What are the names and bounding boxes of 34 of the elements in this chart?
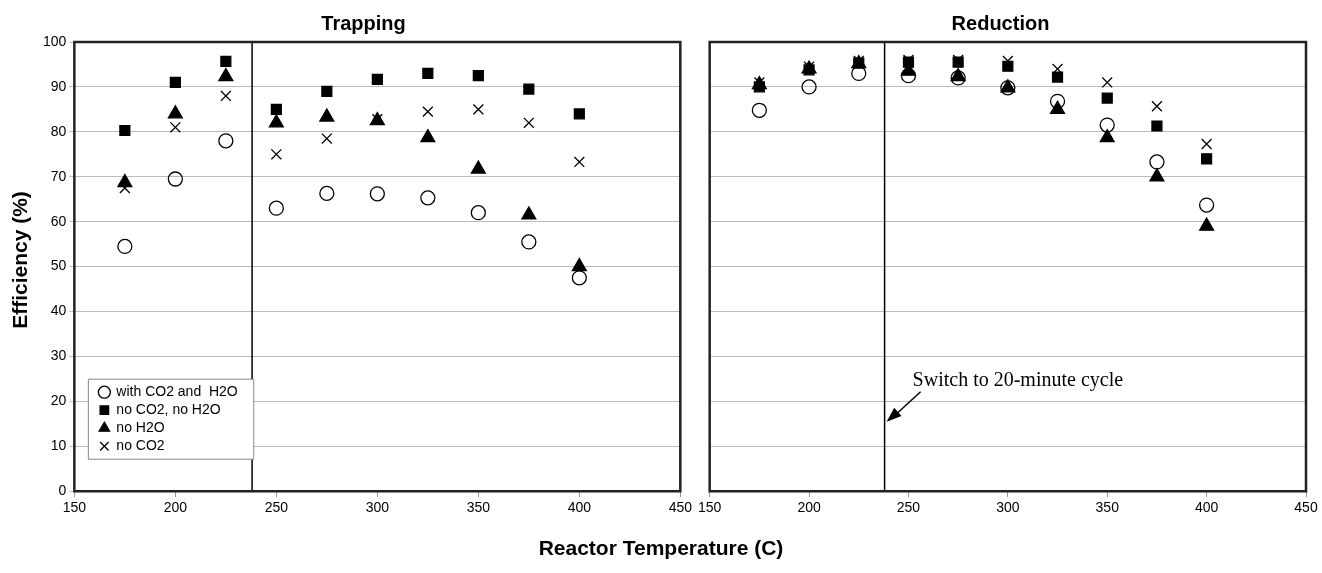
y-tick-label: 80 (50, 122, 67, 139)
y-tick-label: 20 (50, 392, 67, 409)
x-tick-label: 200 (797, 499, 821, 516)
y-tick-label: 30 (50, 347, 67, 364)
x-tick-label: 150 (698, 499, 722, 516)
legend-label: no CO2, no H2O (116, 401, 221, 418)
x-tick-label: 350 (1095, 499, 1120, 516)
annotation: Switch to 20-minute cycle (912, 367, 1124, 391)
y-axis-title: Efficiency (%) (8, 191, 32, 329)
x-tick-label: 400 (1194, 499, 1219, 516)
chart-title: Reduction (951, 11, 1050, 34)
x-axis-title: Reactor Temperature (C) (537, 536, 785, 560)
legend-label: with CO2 and H2O (115, 383, 238, 400)
y-tick-label: 60 (50, 212, 67, 229)
x-tick-label: 300 (996, 499, 1020, 516)
x-tick-label: 150 (62, 499, 87, 516)
x-tick-label: 450 (668, 499, 693, 516)
y-tick-label: 0 (58, 482, 67, 499)
y-tick-label: 10 (50, 437, 67, 454)
x-tick-label: 250 (896, 499, 921, 516)
y-tick-label: 90 (50, 77, 67, 94)
x-tick-label: 300 (365, 499, 390, 516)
x-tick-label: 450 (1294, 499, 1318, 516)
x-tick-label: 400 (567, 499, 592, 516)
y-tick-label: 100 (43, 32, 67, 49)
y-tick-label: 70 (50, 167, 67, 184)
legend-label: no H2O (116, 419, 165, 436)
legend-label: no CO2 (116, 437, 165, 454)
x-tick-label: 350 (466, 499, 491, 516)
y-tick-label: 40 (50, 302, 67, 319)
x-tick-label: 200 (163, 499, 188, 516)
x-tick-label: 250 (264, 499, 289, 516)
chart-title: Trapping (321, 11, 406, 34)
y-tick-label: 50 (50, 257, 67, 274)
